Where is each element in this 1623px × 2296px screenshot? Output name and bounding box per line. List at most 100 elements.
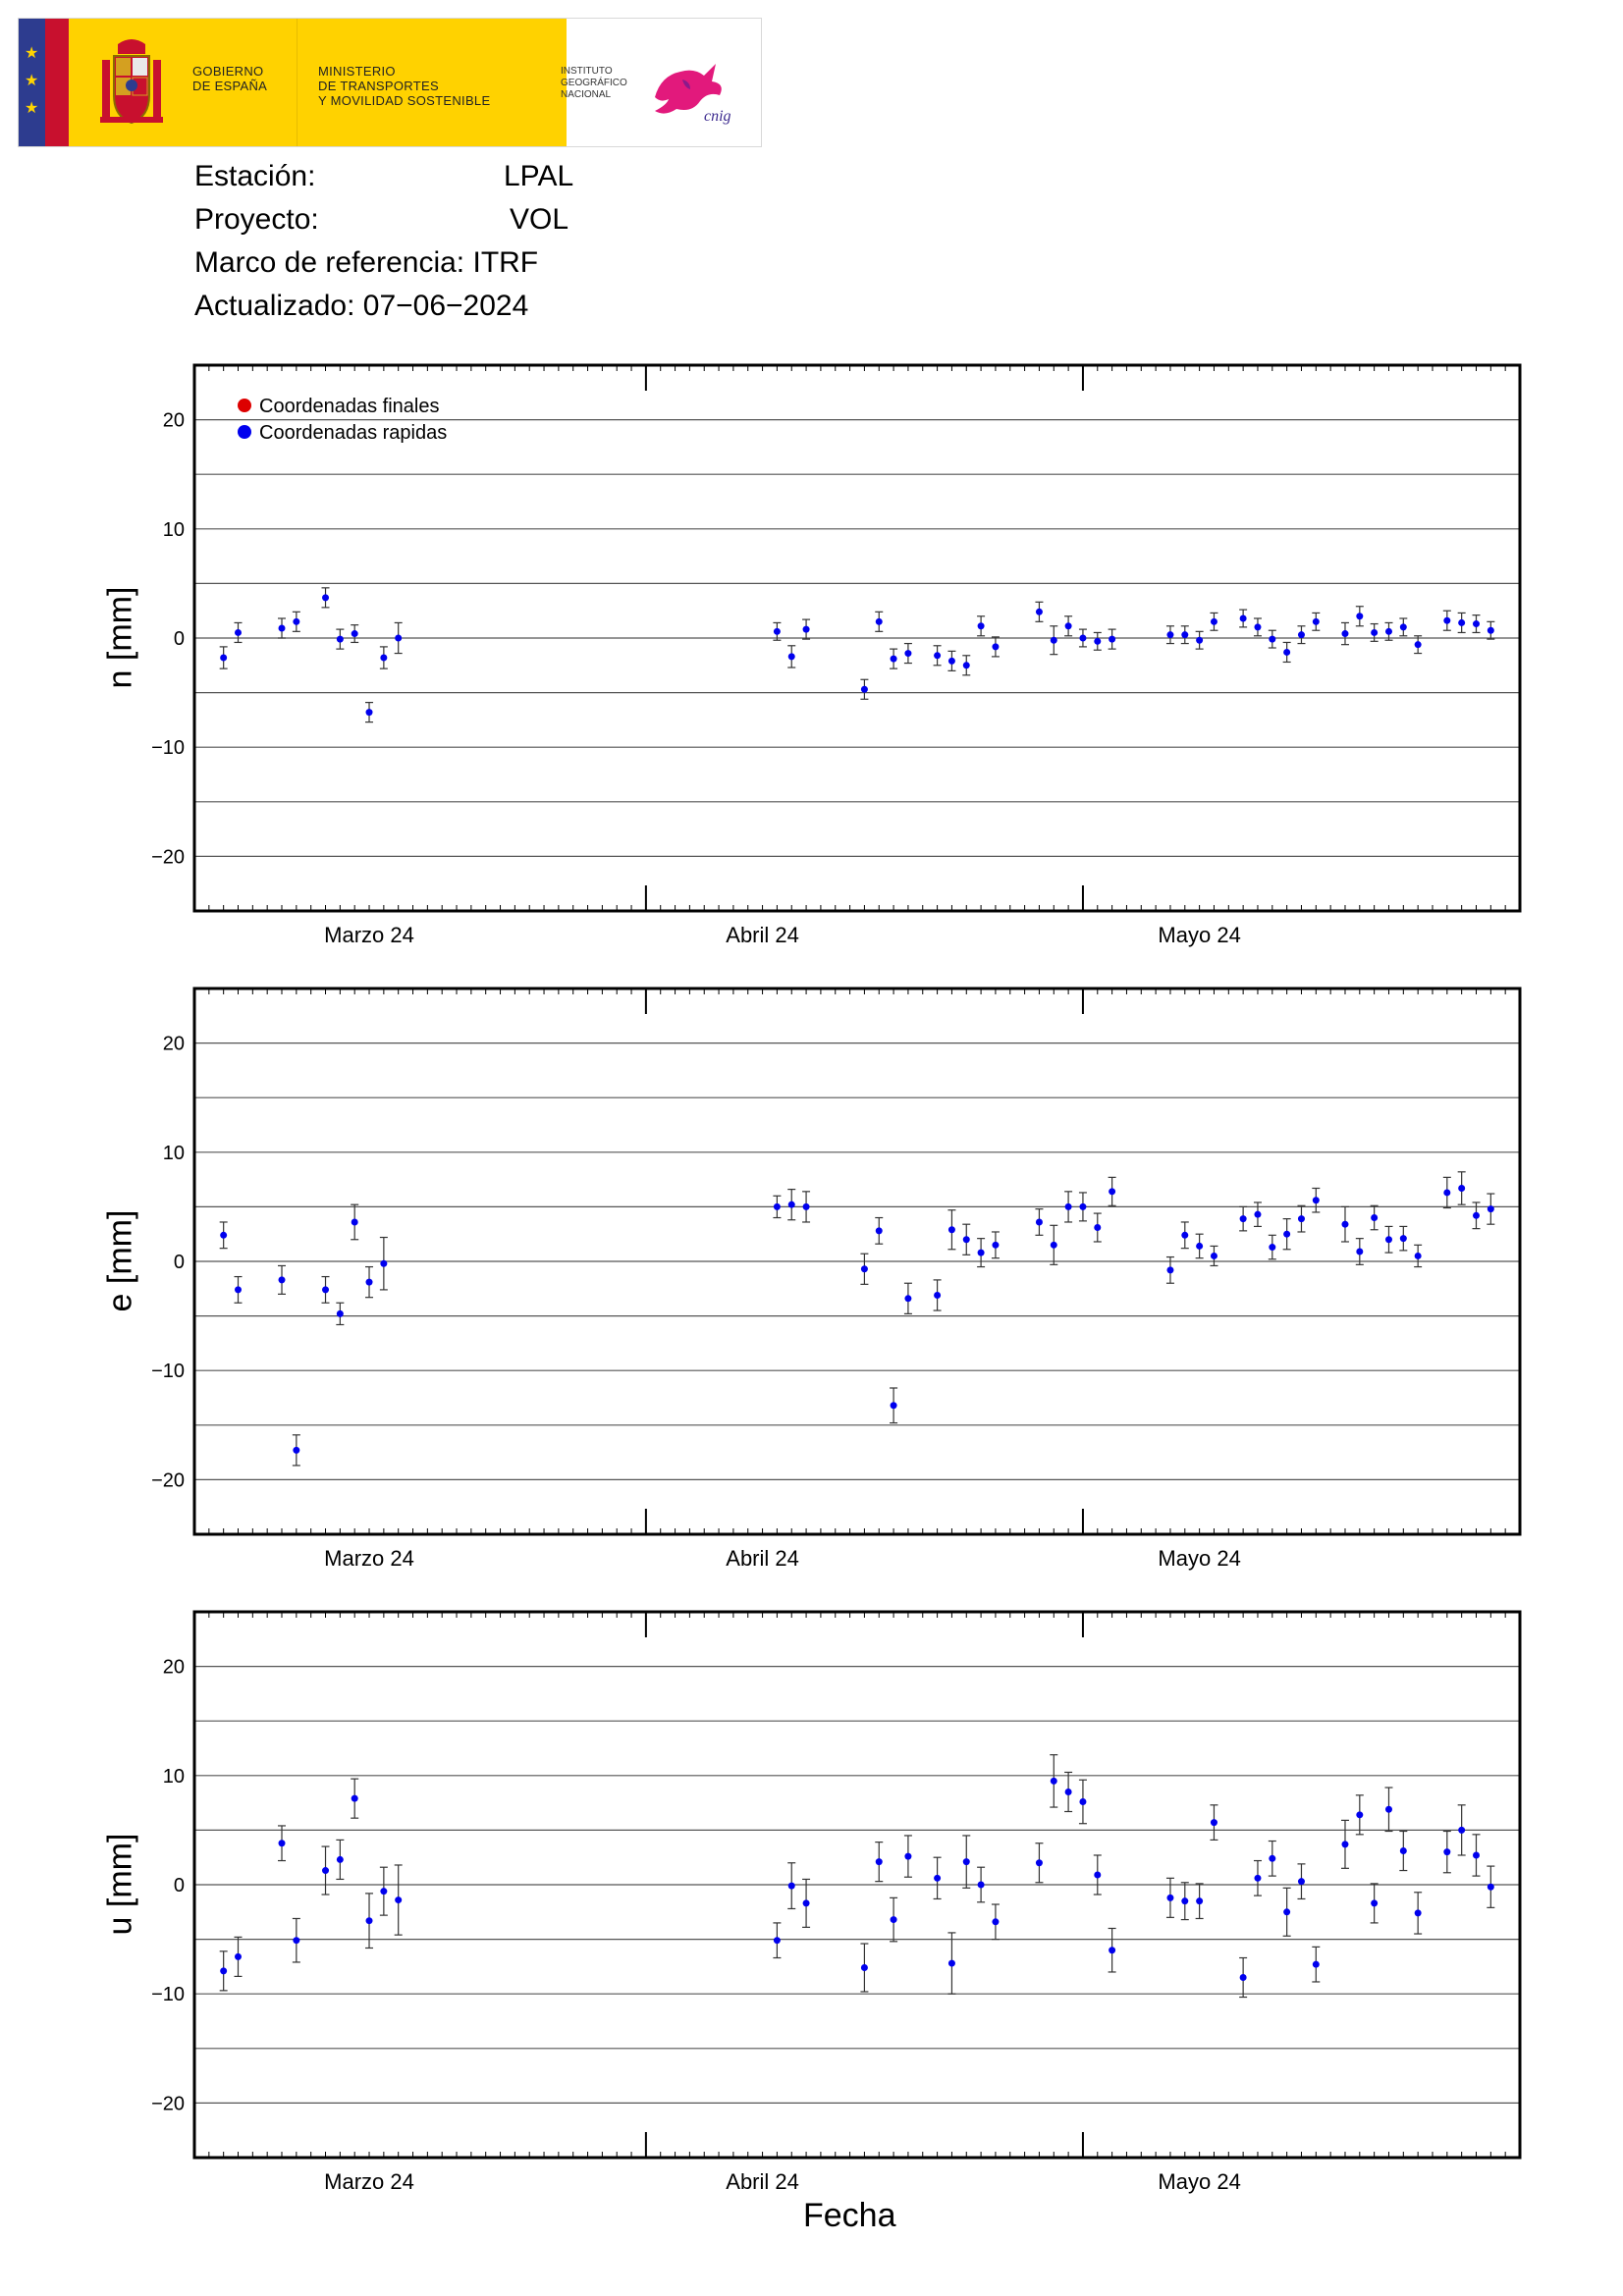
data-point	[1414, 1909, 1422, 1917]
ign-line-1: INSTITUTO	[561, 66, 613, 77]
data-point	[962, 662, 970, 669]
data-point	[1166, 1266, 1174, 1274]
flag-blue-band: ★ ★ ★	[19, 19, 45, 146]
data-point	[992, 1241, 1000, 1249]
data-point	[293, 1446, 300, 1454]
data-point	[322, 1286, 330, 1294]
data-point	[1094, 1871, 1102, 1879]
data-point	[1443, 616, 1451, 624]
data-point	[220, 1231, 228, 1239]
y-tick-label: 0	[174, 1875, 185, 1896]
data-point	[1341, 1841, 1349, 1848]
chart-panel-up: −20 −10 0 10 20 Marzo 24 Abril 24 Mayo 24	[151, 1610, 1522, 2194]
legend-final-marker	[238, 399, 251, 412]
y-tick-label: 20	[163, 1657, 185, 1679]
data-point	[351, 1218, 358, 1226]
ign-logo-icon: cnig	[655, 64, 731, 125]
data-point	[934, 652, 942, 660]
ministry-line-2: DE TRANSPORTES	[318, 79, 439, 93]
data-point	[1181, 1231, 1189, 1239]
data-point	[1035, 608, 1043, 615]
data-point	[1079, 634, 1087, 642]
data-point	[1109, 1188, 1116, 1196]
station-value: LPAL	[504, 160, 574, 192]
data-point	[787, 1201, 795, 1208]
government-block: GOBIERNO DE ESPAÑA MINISTERIO DE TRANSPO…	[69, 19, 567, 146]
data-point	[1443, 1189, 1451, 1197]
data-point	[802, 1202, 810, 1210]
y-tick-label: 10	[163, 519, 185, 541]
star-icon: ★	[25, 100, 39, 117]
chart-north-svg: −20 −10 0 10 20 Marzo 24 Abril 24 Mayo 24 Coorde…	[151, 363, 1522, 947]
flag-strip: ★ ★ ★	[19, 19, 69, 146]
data-point	[380, 1888, 388, 1896]
government-label: GOBIERNO DE ESPAÑA	[192, 64, 267, 93]
y-tick-label: −20	[151, 1469, 185, 1491]
data-point	[1196, 1897, 1204, 1905]
data-point	[1094, 637, 1102, 645]
data-point	[1269, 635, 1276, 643]
x-tick-label: Mayo 24	[1158, 923, 1240, 947]
data-point	[1297, 1878, 1305, 1886]
data-point	[890, 1402, 897, 1410]
data-point	[395, 634, 403, 642]
y-axis-label-east: e [mm]	[101, 1209, 139, 1312]
data-point	[1399, 1235, 1407, 1243]
data-point	[1312, 617, 1320, 625]
plot-frame	[192, 363, 1522, 913]
data-point	[365, 1278, 373, 1286]
data-point	[278, 1840, 286, 1847]
y-axis-label-up: u [mm]	[101, 1833, 139, 1936]
frame-row: Marco de referencia: ITRF	[194, 241, 538, 285]
header-banner: ★ ★ ★ GOBIERNO DE ESPAÑA MINISTERIO DE T…	[18, 18, 762, 147]
data-point	[1487, 1883, 1494, 1891]
data-point	[1166, 1894, 1174, 1901]
data-point	[336, 1855, 344, 1863]
data-point	[1035, 1218, 1043, 1226]
data-point	[947, 1959, 955, 1967]
data-point	[220, 1967, 228, 1975]
x-tick-label: Marzo 24	[324, 2169, 414, 2194]
data-point	[1094, 1224, 1102, 1232]
data-point	[1356, 1248, 1364, 1255]
ministry-line-1: MINISTERIO	[318, 64, 396, 79]
data-point	[1472, 620, 1480, 628]
data-point	[992, 643, 1000, 651]
gov-line-2: DE ESPAÑA	[192, 79, 268, 93]
station-row: Estación: LPAL	[194, 155, 573, 198]
data-point	[1210, 617, 1217, 625]
data-point	[860, 685, 868, 693]
ign-line-2: GEOGRÁFICO	[561, 78, 627, 88]
y-tick-label: 0	[174, 1252, 185, 1273]
data-point	[322, 594, 330, 602]
chart-panel-east: −20 −10 0 10 20 Marzo 24 Abril 24 Mayo 24	[151, 987, 1522, 1571]
legend-rapid-label: Coordenadas rapidas	[259, 422, 447, 444]
data-point	[1109, 635, 1116, 643]
data-point	[1414, 1252, 1422, 1259]
data-point	[1239, 1974, 1247, 1982]
y-tick-label: 10	[163, 1766, 185, 1788]
y-tick-label: −20	[151, 2093, 185, 2114]
data-point	[1371, 1899, 1379, 1907]
data-point	[1166, 631, 1174, 639]
data-point	[1239, 1215, 1247, 1223]
data-point	[875, 617, 883, 625]
data-point	[1210, 1819, 1217, 1827]
data-point	[992, 1918, 1000, 1926]
data-point	[947, 1226, 955, 1234]
x-tick-label: Abril 24	[726, 1546, 799, 1571]
ign-label: INSTITUTO GEOGRÁFICO NACIONAL	[561, 66, 627, 101]
station-info: Estación: LPAL Proyecto: VOL Marco de re…	[194, 155, 573, 328]
cnig-logo-text: cnig	[704, 108, 731, 125]
y-axis-label-north: n [mm]	[101, 586, 139, 689]
data-point	[365, 1917, 373, 1925]
data-point	[934, 1874, 942, 1882]
data-point	[1472, 1211, 1480, 1219]
data-point	[293, 1937, 300, 1945]
data-point	[962, 1858, 970, 1866]
data-point	[1487, 626, 1494, 634]
data-point	[1312, 1960, 1320, 1968]
flag-red-band	[45, 19, 57, 146]
data-point	[977, 622, 985, 630]
data-point	[1297, 1215, 1305, 1223]
